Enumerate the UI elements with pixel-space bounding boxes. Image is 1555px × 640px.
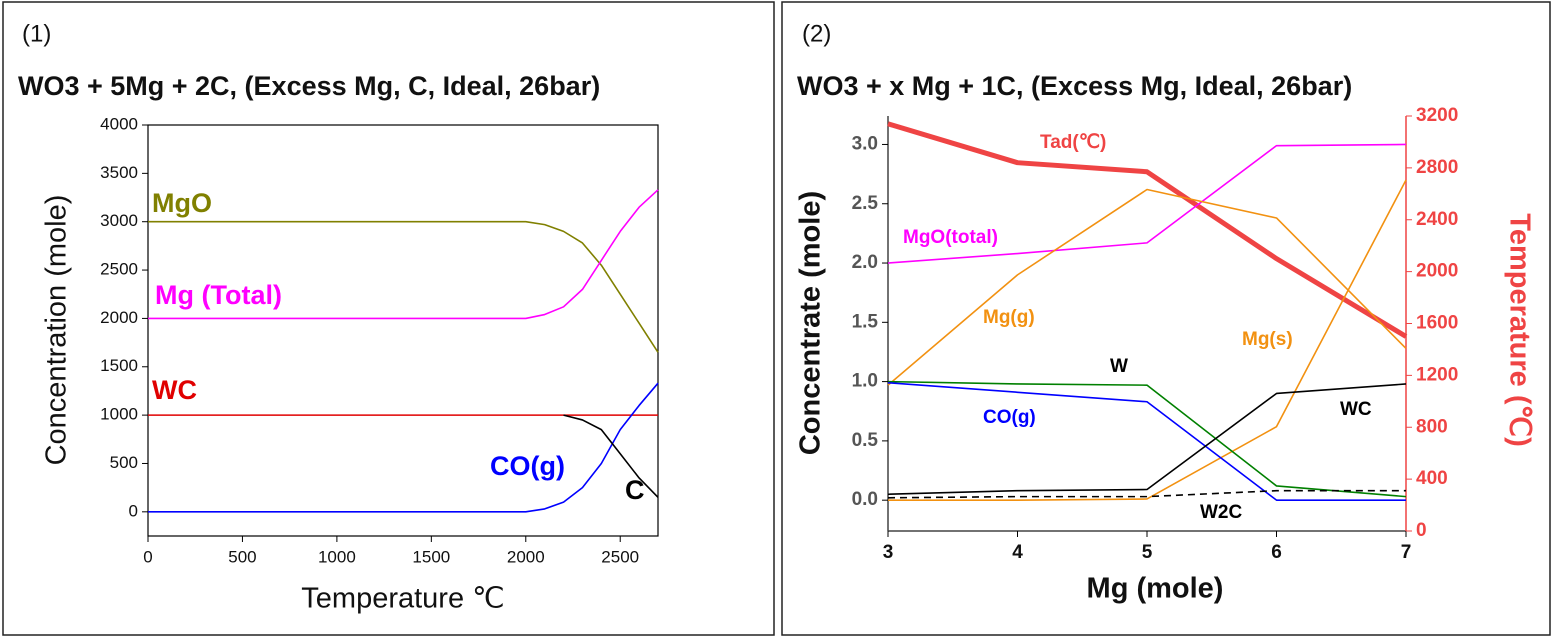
y-tick-label: 0	[129, 501, 138, 520]
x-tick-label: 4	[1012, 542, 1023, 563]
y-tick-label: 2.0	[852, 252, 878, 273]
panel-frame	[781, 1, 1551, 636]
series-line	[148, 382, 659, 513]
x-tick-label: 5	[1142, 542, 1153, 563]
series-line	[148, 220, 659, 353]
y-tick-label: 1.5	[852, 311, 879, 332]
series-line	[148, 189, 659, 320]
y-tick-label: 1.0	[852, 371, 878, 392]
series-line	[887, 188, 1407, 386]
series-label: W2C	[1200, 502, 1243, 523]
series-line	[887, 383, 1407, 496]
series-label: Mg(g)	[983, 307, 1035, 328]
series-label: Tad(℃)	[1040, 132, 1106, 153]
y-tick-label: 2500	[100, 260, 138, 279]
series-label: W	[1110, 356, 1128, 377]
x-tick-label: 2500	[601, 547, 639, 566]
series-line	[887, 121, 1408, 339]
chart-title: WO3 + x Mg + 1C, (Excess Mg, Ideal, 26ba…	[797, 71, 1352, 101]
x-tick-label: 1000	[318, 547, 356, 566]
series-line	[887, 381, 1406, 501]
x-tick-label: 0	[143, 547, 152, 566]
y-tick-label: 3000	[100, 211, 138, 230]
y-tick-label: 1000	[100, 405, 138, 424]
x-tick-label: 1500	[412, 547, 450, 566]
y-tick-label: 1500	[100, 356, 138, 375]
y2-axis-label: Temperature (℃)	[1503, 213, 1535, 446]
panel-frame	[2, 1, 775, 636]
y-tick-label: 2000	[100, 308, 138, 327]
x-axis-label: Temperature ℃	[301, 583, 504, 615]
y-axis-label: Concentration (mole)	[41, 195, 73, 466]
series-label: CO(g)	[983, 407, 1036, 428]
series-label: Mg (Total)	[155, 280, 282, 310]
panel-label: (1)	[22, 20, 51, 47]
x-axis-label: Mg (mole)	[1087, 573, 1224, 605]
y2-tick-label: 3200	[1416, 105, 1458, 126]
y-tick-label: 2.5	[852, 193, 879, 214]
series-label: MgO(total)	[903, 227, 998, 248]
y2-tick-label: 800	[1416, 416, 1448, 437]
y2-tick-label: 0	[1416, 520, 1427, 541]
series-line	[887, 143, 1407, 264]
y-tick-label: 3.0	[852, 133, 878, 154]
series-label: WC	[1340, 399, 1372, 420]
y-tick-label: 0.5	[852, 430, 879, 451]
y-tick-label: 500	[110, 453, 138, 472]
y2-tick-label: 1200	[1416, 364, 1458, 385]
y2-tick-label: 400	[1416, 468, 1448, 489]
chart-title: WO3 + 5Mg + 2C, (Excess Mg, C, Ideal, 26…	[18, 71, 600, 101]
y-tick-label: 0.0	[852, 489, 878, 510]
y-tick-label: 4000	[100, 114, 138, 133]
x-tick-label: 7	[1401, 542, 1412, 563]
y-tick-label: 3500	[100, 163, 138, 182]
series-line	[887, 380, 1407, 498]
y2-tick-label: 2400	[1416, 209, 1458, 230]
x-tick-label: 2000	[507, 547, 545, 566]
series-label: CO(g)	[490, 451, 565, 481]
y2-tick-label: 1600	[1416, 313, 1458, 334]
series-line	[563, 414, 659, 498]
x-tick-label: 500	[228, 547, 256, 566]
series-label: MgO	[152, 188, 212, 218]
x-tick-label: 3	[883, 542, 894, 563]
series-line	[887, 489, 1406, 499]
series-line	[888, 179, 1407, 501]
y2-tick-label: 2000	[1416, 261, 1458, 282]
plot-frame	[147, 124, 659, 537]
y-axis-label: Concentrate (mole)	[795, 191, 827, 455]
series-label: Mg(s)	[1242, 329, 1293, 350]
x-tick-label: 6	[1271, 542, 1282, 563]
panel-label: (2)	[802, 20, 831, 47]
series-label: C	[625, 475, 645, 505]
y2-tick-label: 2800	[1416, 157, 1458, 178]
series-label: WC	[152, 375, 197, 405]
